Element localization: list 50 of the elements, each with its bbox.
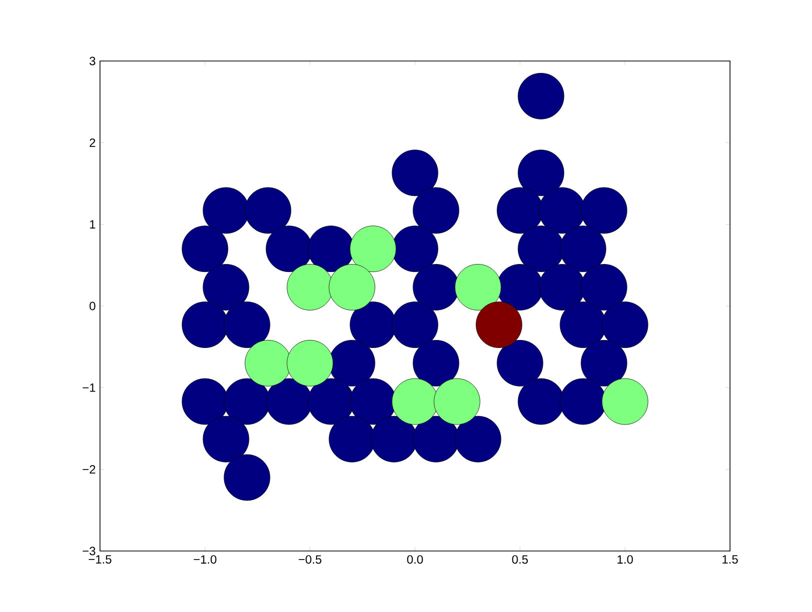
point [496,340,544,386]
point [350,226,396,272]
point [580,187,628,234]
x-tick-label: −1.0 [194,555,216,564]
y-tick-label: 2 [90,138,96,147]
point [244,340,292,386]
point [392,302,438,348]
y-tick-label: −1 [82,384,96,392]
x-tick-label: −0.5 [298,555,322,564]
point [202,416,250,462]
point [412,187,460,234]
point [602,302,648,348]
point [286,340,334,386]
point [518,150,564,196]
y-tick-label: 3 [90,56,96,66]
x-tick-label: 0.5 [512,555,528,564]
x-tick-label: 0.0 [407,555,423,564]
y-tick-label: −3 [82,546,96,556]
point [308,226,354,272]
point [328,340,376,386]
point [602,378,648,425]
point [580,264,628,310]
point [286,264,334,310]
point [202,264,250,310]
x-tick-label: 1.5 [722,555,738,564]
point [518,72,564,120]
point [392,226,438,272]
point [454,264,502,310]
point [412,340,460,386]
point [266,226,312,272]
point [392,150,438,196]
point [244,187,292,234]
point [412,264,460,310]
point [328,416,376,462]
y-tick-label: 1 [90,220,96,228]
point [476,302,522,348]
point [518,226,564,272]
point [224,302,270,348]
point [538,264,586,310]
point [182,226,228,272]
point [454,416,502,462]
point [434,378,480,425]
point [580,340,628,386]
y-tick-label: −2 [82,465,96,474]
x-tick-label: 1.0 [618,555,633,564]
y-tick-label: 0 [90,302,96,310]
point [224,454,270,501]
point [560,226,606,272]
x-tick-label: −1.5 [88,555,112,564]
point [328,264,376,310]
